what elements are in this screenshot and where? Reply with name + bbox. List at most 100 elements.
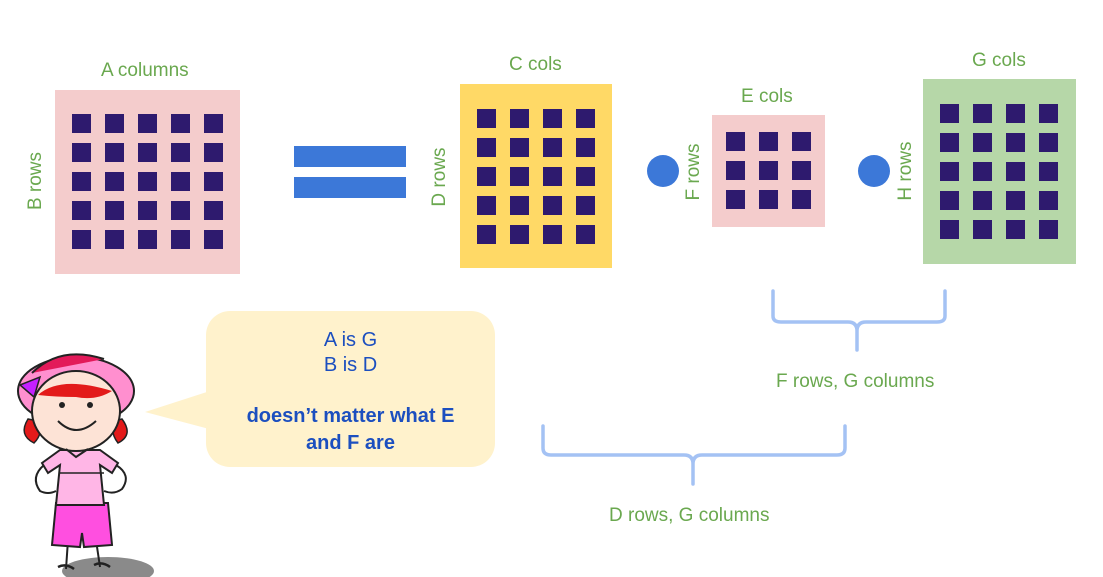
matrix-a-cell (72, 143, 91, 162)
matrix-a-cell (171, 172, 190, 191)
matrix-g-cell (1006, 133, 1025, 152)
matrix-e-cell (726, 190, 745, 209)
matrix-a-cell (105, 201, 124, 220)
matrix-g-cell (973, 191, 992, 210)
matrix-c-cell (477, 109, 496, 128)
matrix-c (460, 84, 612, 268)
matrix-c-cell (576, 167, 595, 186)
matrix-a-cell (72, 230, 91, 249)
matrix-a-cell (72, 114, 91, 133)
matrix-g-cell (940, 162, 959, 181)
matrix-g-cell (973, 104, 992, 123)
matrix-g-grid (940, 104, 1058, 239)
brace-e-g (771, 289, 947, 352)
matrix-g-cell (940, 104, 959, 123)
label-d-rows: D rows (429, 147, 450, 207)
matrix-c-cell (477, 225, 496, 244)
matrix-a-cell (171, 230, 190, 249)
matrix-c-cell (543, 138, 562, 157)
matrix-g-cell (1039, 104, 1058, 123)
matrix-c-cell (576, 225, 595, 244)
label-a-columns: A columns (101, 60, 189, 81)
matrix-c-cell (543, 225, 562, 244)
matrix-g-cell (1039, 133, 1058, 152)
matrix-g-cell (1039, 162, 1058, 181)
matrix-c-cell (477, 196, 496, 215)
matrix-a-cell (171, 201, 190, 220)
matrix-a-cell (204, 114, 223, 133)
matrix-e-grid (726, 132, 811, 209)
matrix-g-cell (973, 162, 992, 181)
matrix-c-cell (510, 138, 529, 157)
matrix-g-cell (1039, 220, 1058, 239)
matrix-c-cell (510, 167, 529, 186)
matrix-e-cell (726, 161, 745, 180)
matrix-g-cell (1039, 191, 1058, 210)
matrix-a-cell (105, 114, 124, 133)
label-f-rows: F rows (683, 143, 704, 201)
equals-sign-bottom-bar (294, 177, 406, 198)
speech-line-b-is-d: B is D (323, 354, 378, 376)
matrix-e-cell (726, 132, 745, 151)
matrix-e-cell (792, 161, 811, 180)
matrix-a-cell (171, 114, 190, 133)
matrix-g-cell (973, 133, 992, 152)
speech-line-e-and-f: and F are (306, 432, 395, 454)
matrix-a-cell (204, 172, 223, 191)
matrix-g-cell (940, 191, 959, 210)
matrix-a-cell (204, 201, 223, 220)
girl-illustration (17, 353, 154, 577)
matrix-e-cell (759, 161, 778, 180)
matrix-a-cell (105, 172, 124, 191)
matrix-g (923, 79, 1076, 264)
matrix-c-cell (543, 109, 562, 128)
matrix-e-cell (759, 132, 778, 151)
matrix-a (55, 90, 240, 274)
multiply-dot-2 (858, 155, 890, 187)
brace-label-d-rows-g-columns: D rows, G columns (609, 505, 770, 526)
matrix-c-cell (576, 196, 595, 215)
label-h-rows: H rows (895, 141, 916, 201)
equals-sign-top-bar (294, 146, 406, 167)
matrix-c-cell (510, 196, 529, 215)
matrix-a-cell (105, 230, 124, 249)
matrix-g-cell (1006, 104, 1025, 123)
speech-line-doesnt-matter: doesn’t matter what E (246, 405, 455, 427)
matrix-c-cell (543, 196, 562, 215)
matrix-g-cell (940, 220, 959, 239)
matrix-c-grid (477, 109, 595, 244)
matrix-a-cell (204, 143, 223, 162)
matrix-a-cell (72, 172, 91, 191)
matrix-c-cell (576, 138, 595, 157)
matrix-a-cell (105, 143, 124, 162)
label-e-cols: E cols (741, 86, 793, 107)
matrix-e-cell (759, 190, 778, 209)
matrix-a-cell (72, 201, 91, 220)
matrix-g-cell (1006, 220, 1025, 239)
matrix-c-cell (510, 225, 529, 244)
matrix-c-cell (477, 138, 496, 157)
label-g-cols: G cols (972, 50, 1026, 71)
speech-bubble-tail (145, 390, 213, 430)
label-b-rows: B rows (25, 151, 46, 211)
brace-label-f-rows-g-columns: F rows, G columns (776, 371, 935, 392)
matrix-g-cell (1006, 162, 1025, 181)
matrix-a-cell (138, 201, 157, 220)
matrix-a-cell (138, 143, 157, 162)
multiply-dot-1 (647, 155, 679, 187)
matrix-e-cell (792, 190, 811, 209)
speech-bubble: A is G B is D doesn’t matter what E and … (206, 311, 495, 467)
matrix-g-cell (973, 220, 992, 239)
matrix-c-cell (543, 167, 562, 186)
matrix-a-cell (138, 230, 157, 249)
matrix-c-cell (477, 167, 496, 186)
brace-c-g (541, 424, 847, 486)
matrix-a-cell (138, 172, 157, 191)
matrix-g-cell (940, 133, 959, 152)
matrix-a-cell (171, 143, 190, 162)
matrix-e (712, 115, 825, 227)
speech-line-a-is-g: A is G (323, 329, 378, 351)
matrix-a-grid (72, 114, 223, 249)
matrix-c-cell (510, 109, 529, 128)
matrix-c-cell (576, 109, 595, 128)
